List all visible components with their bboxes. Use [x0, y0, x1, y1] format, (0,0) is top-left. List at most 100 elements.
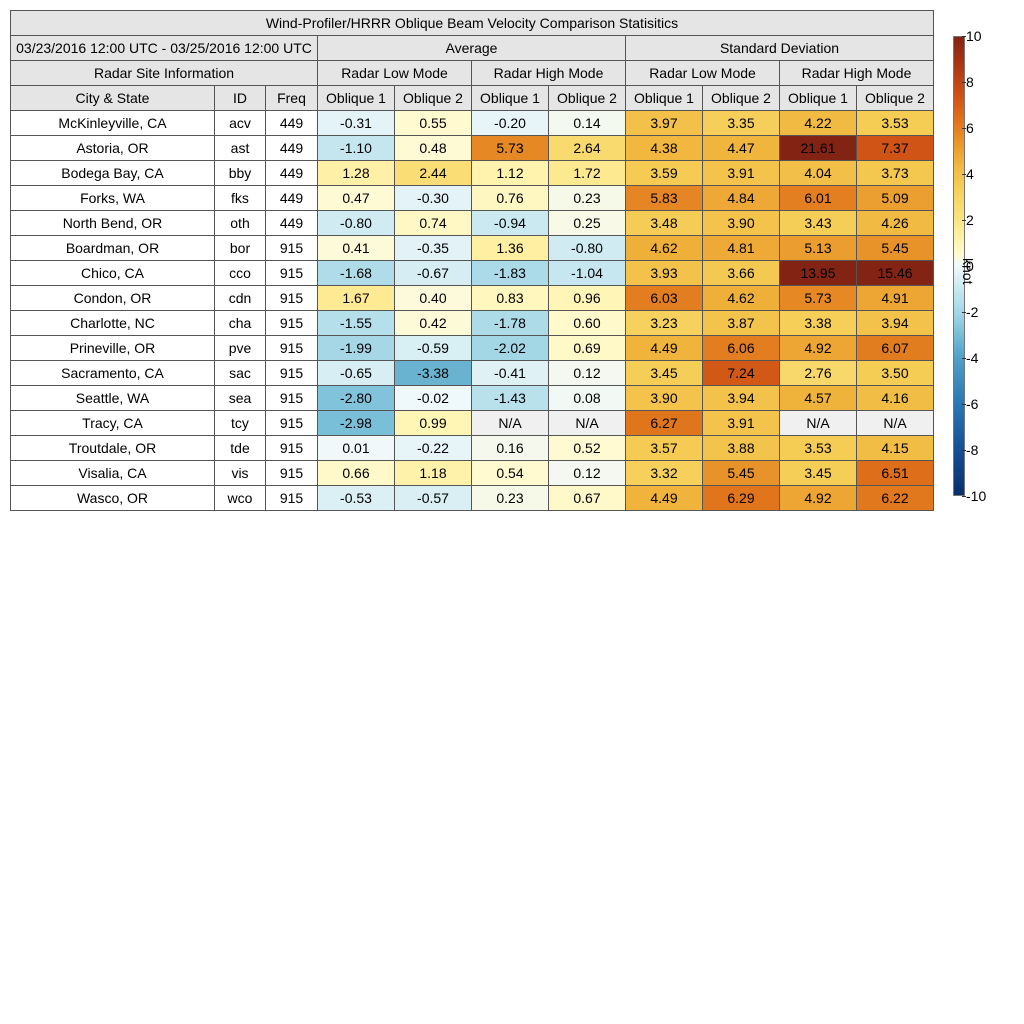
id-cell: fks [214, 185, 266, 211]
std-low-oblique2-cell: 6.29 [702, 485, 780, 511]
avg-low-oblique2-cell: -0.57 [394, 485, 472, 511]
colorbar-tick-label: 10 [966, 28, 982, 44]
avg-high-oblique1-cell: -0.94 [471, 210, 549, 236]
colorbar-tick-label: 2 [966, 212, 974, 228]
table-row: Forks, WA fks 449 0.47 -0.30 0.76 0.23 5.83 4.84… [10, 185, 934, 211]
std-low-oblique1-cell: 3.90 [625, 385, 703, 411]
avg-high-oblique2-cell: -1.04 [548, 260, 626, 286]
avg-high-oblique1-cell: 0.83 [471, 285, 549, 311]
std-low-oblique2-cell: 3.87 [702, 310, 780, 336]
avg-low-oblique2-header: Oblique 2 [394, 85, 472, 111]
colorbar-tick-label: 8 [966, 74, 974, 90]
avg-high-oblique2-cell: 0.67 [548, 485, 626, 511]
colorbar-tick-label: -10 [966, 488, 987, 504]
avg-high-oblique2-cell: 0.23 [548, 185, 626, 211]
avg-low-oblique1-cell: -0.80 [317, 210, 395, 236]
id-cell: ast [214, 135, 266, 161]
avg-low-oblique2-cell: -0.22 [394, 435, 472, 461]
id-cell: tde [214, 435, 266, 461]
std-high-oblique2-cell: 5.09 [856, 185, 934, 211]
avg-low-oblique1-cell: -0.53 [317, 485, 395, 511]
id-cell: cha [214, 310, 266, 336]
std-high-oblique1-cell: 6.01 [779, 185, 857, 211]
std-high-mode-header: Radar High Mode [779, 60, 934, 86]
std-high-oblique1-cell: 4.92 [779, 335, 857, 361]
id-cell: wco [214, 485, 266, 511]
freq-cell: 915 [265, 460, 318, 486]
group-std-header: Standard Deviation [625, 35, 934, 61]
avg-low-oblique1-cell: -1.99 [317, 335, 395, 361]
std-low-oblique2-cell: 3.94 [702, 385, 780, 411]
city-cell: Wasco, OR [10, 485, 215, 511]
colorbar-tick-label: 6 [966, 120, 974, 136]
avg-low-oblique1-cell: 0.66 [317, 460, 395, 486]
avg-high-oblique1-cell: N/A [471, 410, 549, 436]
std-low-oblique1-cell: 3.23 [625, 310, 703, 336]
std-low-oblique1-cell: 4.62 [625, 235, 703, 261]
avg-high-oblique1-cell: 0.76 [471, 185, 549, 211]
std-high-oblique1-cell: 3.45 [779, 460, 857, 486]
avg-low-oblique1-cell: -0.31 [317, 110, 395, 136]
std-high-oblique2-cell: 5.45 [856, 235, 934, 261]
colorbar-tick-mark [962, 36, 966, 37]
std-low-oblique1-cell: 3.32 [625, 460, 703, 486]
colorbar-tick-mark [962, 496, 966, 497]
std-low-oblique1-cell: 3.97 [625, 110, 703, 136]
std-high-oblique2-cell: 3.53 [856, 110, 934, 136]
city-cell: Condon, OR [10, 285, 215, 311]
std-low-oblique1-header: Oblique 1 [625, 85, 703, 111]
colorbar-tick-mark [962, 174, 966, 175]
std-low-oblique2-cell: 3.90 [702, 210, 780, 236]
avg-low-oblique1-cell: -2.80 [317, 385, 395, 411]
std-low-oblique2-cell: 4.62 [702, 285, 780, 311]
freq-cell: 449 [265, 160, 318, 186]
avg-low-oblique2-cell: -0.35 [394, 235, 472, 261]
std-high-oblique2-cell: 6.22 [856, 485, 934, 511]
city-cell: Boardman, OR [10, 235, 215, 261]
table-row: North Bend, OR oth 449 -0.80 0.74 -0.94 0.25 3.… [10, 210, 934, 236]
avg-high-oblique1-cell: -2.02 [471, 335, 549, 361]
comparison-table: Wind-Profiler/HRRR Oblique Beam Velocity… [10, 10, 934, 511]
std-high-oblique2-cell: 4.16 [856, 385, 934, 411]
city-cell: Bodega Bay, CA [10, 160, 215, 186]
avg-high-oblique1-cell: 0.54 [471, 460, 549, 486]
avg-high-oblique1-cell: -1.78 [471, 310, 549, 336]
freq-cell: 915 [265, 260, 318, 286]
std-low-oblique1-cell: 3.93 [625, 260, 703, 286]
avg-low-oblique2-cell: 0.40 [394, 285, 472, 311]
avg-high-oblique1-cell: 1.36 [471, 235, 549, 261]
avg-low-oblique2-cell: 1.18 [394, 460, 472, 486]
avg-high-oblique2-cell: -0.80 [548, 235, 626, 261]
std-low-oblique2-cell: 4.47 [702, 135, 780, 161]
avg-low-oblique1-cell: -2.98 [317, 410, 395, 436]
avg-high-mode-header: Radar High Mode [471, 60, 626, 86]
std-low-oblique1-cell: 4.38 [625, 135, 703, 161]
avg-high-oblique1-cell: -0.41 [471, 360, 549, 386]
freq-cell: 449 [265, 210, 318, 236]
std-high-oblique2-header: Oblique 2 [856, 85, 934, 111]
std-high-oblique2-cell: 4.26 [856, 210, 934, 236]
std-low-oblique1-cell: 3.48 [625, 210, 703, 236]
city-cell: Troutdale, OR [10, 435, 215, 461]
id-cell: tcy [214, 410, 266, 436]
site-info-header: Radar Site Information [10, 60, 318, 86]
table-row: Troutdale, OR tde 915 0.01 -0.22 0.16 0.52 3.57… [10, 435, 934, 461]
id-cell: bby [214, 160, 266, 186]
avg-high-oblique1-cell: 0.16 [471, 435, 549, 461]
avg-high-oblique2-cell: 2.64 [548, 135, 626, 161]
table-row: Bodega Bay, CA bby 449 1.28 2.44 1.12 1.72 3.59… [10, 160, 934, 186]
avg-high-oblique2-cell: 0.14 [548, 110, 626, 136]
colorbar-tick-mark [962, 266, 966, 267]
table-row: Seattle, WA sea 915 -2.80 -0.02 -1.43 0.08 3.90… [10, 385, 934, 411]
city-cell: Forks, WA [10, 185, 215, 211]
city-cell: Visalia, CA [10, 460, 215, 486]
std-high-oblique1-cell: 4.22 [779, 110, 857, 136]
avg-low-oblique2-cell: 0.55 [394, 110, 472, 136]
std-high-oblique2-cell: 3.94 [856, 310, 934, 336]
city-cell: Chico, CA [10, 260, 215, 286]
stats-table-container: Wind-Profiler/HRRR Oblique Beam Velocity… [10, 10, 934, 511]
id-cell: vis [214, 460, 266, 486]
id-cell: pve [214, 335, 266, 361]
id-cell: cco [214, 260, 266, 286]
freq-cell: 915 [265, 435, 318, 461]
